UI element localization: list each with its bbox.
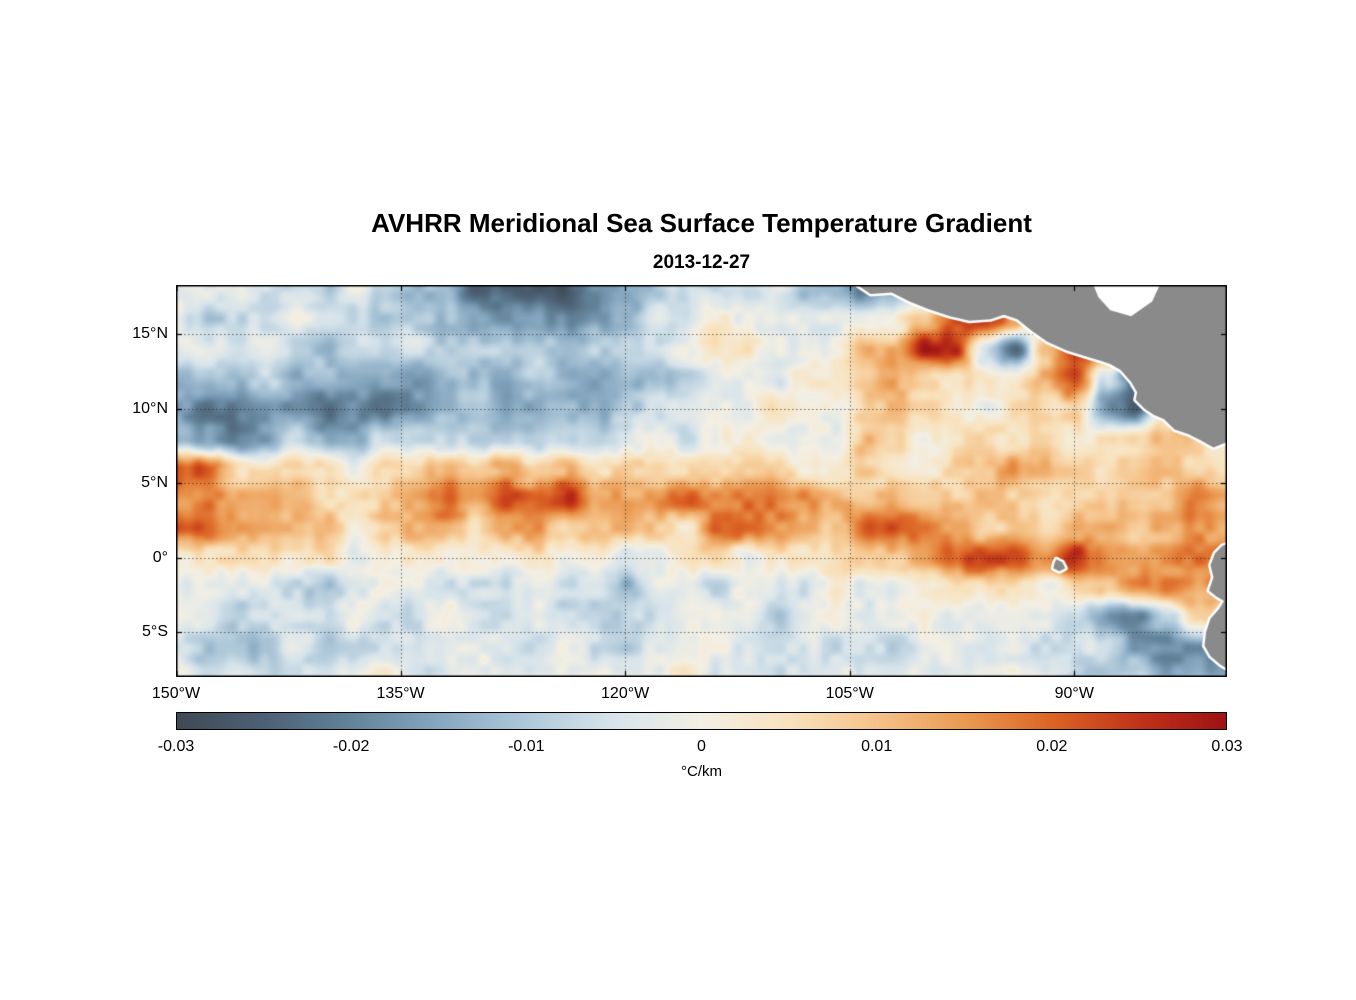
- figure-subtitle: 2013-12-27: [652, 252, 751, 273]
- colorbar-tick-label: -0.01: [508, 738, 545, 755]
- y-tick-label: 0°: [152, 548, 168, 566]
- y-tick-label: 15°N: [132, 325, 168, 343]
- y-tick-label: 5°N: [141, 474, 168, 492]
- y-tick-label: 5°S: [142, 623, 168, 641]
- colorbar-tick-label: 0.03: [1211, 738, 1243, 755]
- map-canvas: [176, 285, 1227, 677]
- colorbar-unit-label: °C/km: [681, 763, 722, 780]
- colorbar-tick-label: 0.01: [861, 738, 893, 755]
- x-tick-label: 135°W: [376, 685, 425, 702]
- x-tick-label: 105°W: [825, 685, 874, 702]
- colorbar-tick-label: -0.02: [332, 738, 370, 755]
- colorbar-tick-label: -0.03: [157, 738, 195, 755]
- x-tick-label: 150°W: [151, 685, 201, 702]
- colorbar-tick-label: 0: [697, 738, 706, 755]
- colorbar-tick-label: 0.02: [1036, 738, 1068, 755]
- x-tick-label: 120°W: [601, 685, 650, 702]
- figure-title: AVHRR Meridional Sea Surface Temperature…: [371, 208, 1032, 238]
- x-tick-label: 90°W: [1054, 685, 1094, 702]
- y-tick-label: 10°N: [132, 399, 168, 417]
- colorbar-gradient: [176, 712, 1227, 730]
